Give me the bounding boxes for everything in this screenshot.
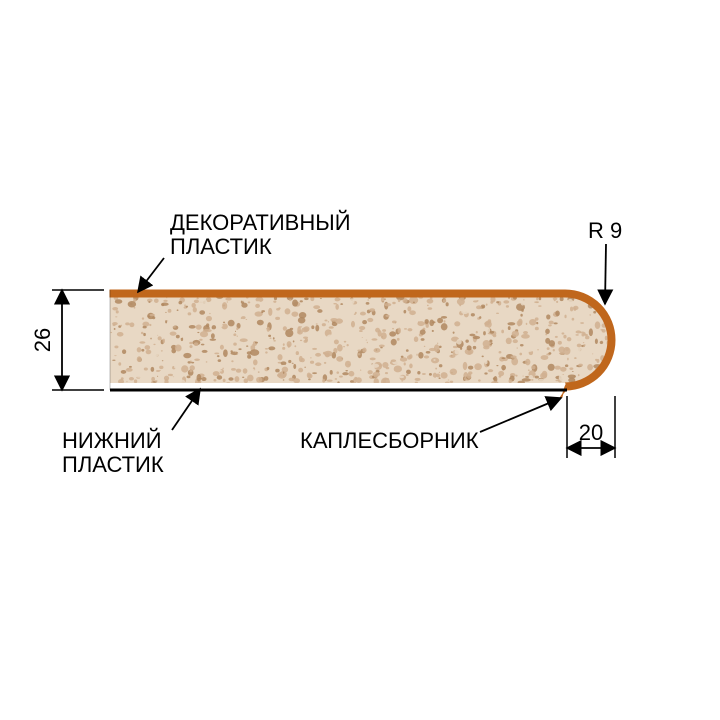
cross-section-diagram: 2620R 9ДЕКОРАТИВНЫЙПЛАСТИКНИЖНИЙПЛАСТИКК… bbox=[0, 0, 720, 720]
label-drip: КАПЛЕСБОРНИК bbox=[300, 428, 479, 453]
label-bottom-2: ПЛАСТИК bbox=[62, 452, 164, 477]
particleboard-core bbox=[110, 294, 610, 387]
dim-drip-width: 20 bbox=[579, 420, 603, 445]
label-top-1: ДЕКОРАТИВНЫЙ bbox=[170, 210, 351, 235]
label-bottom-1: НИЖНИЙ bbox=[62, 428, 162, 453]
dim-thickness: 26 bbox=[30, 328, 55, 352]
dim-radius: R 9 bbox=[588, 218, 622, 243]
label-top-2: ПЛАСТИК bbox=[170, 234, 272, 259]
